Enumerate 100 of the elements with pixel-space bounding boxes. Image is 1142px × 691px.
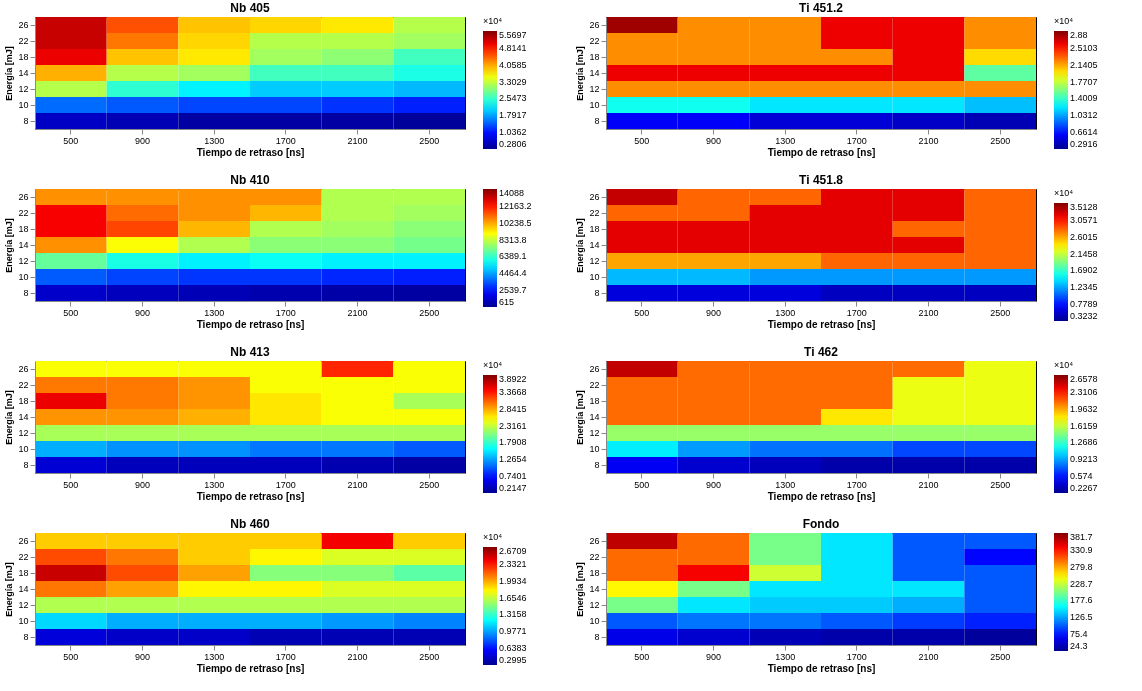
y-tick-label: 18 <box>18 568 29 578</box>
y-axis-title: Energía [mJ] <box>575 390 586 445</box>
x-tick-label: 900 <box>134 479 151 490</box>
x-tick-label: 2100 <box>347 135 368 146</box>
x-tick-label: 1300 <box>775 307 796 318</box>
x-tick-label: 900 <box>705 135 722 146</box>
y-tick-label: 12 <box>589 428 600 438</box>
y-tick-label: 10 <box>589 272 600 282</box>
y-tick-label: 26 <box>589 192 600 202</box>
color-bar-label: 1.0312 <box>1070 110 1098 121</box>
x-tick-label: 1300 <box>775 135 796 146</box>
color-bar-label: 24.3 <box>1070 641 1088 651</box>
y-tick-label: 10 <box>589 444 600 454</box>
y-axis-title: Energía [mJ] <box>4 218 15 273</box>
x-tick-label: 500 <box>634 135 650 146</box>
color-bar-title: ×10⁴ <box>483 16 503 26</box>
y-tick-label: 14 <box>18 412 29 422</box>
y-tick-label: 8 <box>594 288 600 298</box>
y-tick-label: 14 <box>18 240 29 250</box>
y-tick-label: 26 <box>589 364 600 374</box>
x-tick-label: 900 <box>705 651 722 662</box>
x-tick-label: 2500 <box>419 479 440 490</box>
x-tick-label: 2100 <box>347 651 368 662</box>
y-tick-label: 18 <box>589 224 600 234</box>
y-tick-label: 10 <box>589 100 600 110</box>
color-bar-label: 2.88 <box>1070 30 1088 40</box>
color-bar-label: 2.3161 <box>499 420 527 431</box>
color-bar-label: 126.5 <box>1070 612 1093 623</box>
y-tick-label: 22 <box>589 208 600 218</box>
x-tick-label: 2500 <box>419 651 440 662</box>
y-tick-label: 26 <box>18 20 29 30</box>
y-tick-label: 12 <box>18 428 29 438</box>
x-tick-label: 1300 <box>204 651 225 662</box>
x-tick-label: 500 <box>63 651 79 662</box>
x-tick-label: 900 <box>705 307 722 318</box>
x-tick-label: 1700 <box>275 479 296 490</box>
color-bar-label: 1.9934 <box>499 575 527 586</box>
y-tick-label: 8 <box>23 460 29 470</box>
x-tick-label: 1300 <box>204 479 225 490</box>
color-bar-label: 14088 <box>499 188 525 198</box>
y-axis-title: Energía [mJ] <box>4 390 15 445</box>
y-tick-label: 26 <box>589 20 600 30</box>
color-bar-title: ×10⁴ <box>1054 188 1074 198</box>
color-bar-title: ×10⁴ <box>1054 16 1074 26</box>
color-bar-label: 0.9771 <box>499 626 527 637</box>
x-axis-title: Tiempo de retraso [ns] <box>767 146 876 158</box>
color-bar-label: 0.2147 <box>499 483 527 493</box>
color-bar-label: 1.2686 <box>1070 437 1098 448</box>
color-bar-label: 1.6902 <box>1070 265 1098 276</box>
y-tick-label: 22 <box>589 36 600 46</box>
x-axis-title: Tiempo de retraso [ns] <box>196 662 305 674</box>
chart-title: Nb 405 <box>230 1 270 15</box>
color-bar-label: 1.3158 <box>499 609 527 620</box>
y-tick-label: 22 <box>18 208 29 218</box>
color-bar-label: 0.2916 <box>1070 139 1098 149</box>
y-tick-label: 22 <box>18 36 29 46</box>
color-bar-label: 0.2995 <box>499 655 527 665</box>
x-tick-label: 900 <box>134 307 151 318</box>
color-bar-label: 1.6159 <box>1070 420 1098 431</box>
x-tick-label: 1700 <box>846 651 867 662</box>
color-bar-label: 2.3321 <box>499 558 527 569</box>
x-tick-label: 2500 <box>419 307 440 318</box>
x-tick-label: 500 <box>634 651 650 662</box>
y-tick-label: 26 <box>589 536 600 546</box>
color-bar-label: 1.4009 <box>1070 93 1098 104</box>
color-bar-label: 0.9213 <box>1070 454 1098 465</box>
color-bar-label: 10238.5 <box>499 217 532 228</box>
color-bar-label: 2.3106 <box>1070 386 1098 397</box>
y-tick-label: 12 <box>18 600 29 610</box>
color-bar-label: 3.3029 <box>499 76 527 87</box>
color-bar-label: 3.5128 <box>1070 202 1098 212</box>
y-tick-label: 8 <box>594 460 600 470</box>
y-tick-label: 10 <box>18 100 29 110</box>
x-tick-label: 1300 <box>204 135 225 146</box>
color-bar-label: 2.8415 <box>499 403 527 414</box>
x-tick-label: 500 <box>634 479 650 490</box>
y-tick-label: 18 <box>589 568 600 578</box>
color-bar-label: 1.7917 <box>499 110 527 121</box>
y-tick-label: 14 <box>18 68 29 78</box>
chart-title: Fondo <box>802 517 840 531</box>
color-bar-label: 0.6383 <box>499 643 527 654</box>
color-bar-label: 4.0585 <box>499 59 527 70</box>
x-tick-label: 500 <box>63 307 79 318</box>
y-tick-label: 10 <box>18 444 29 454</box>
x-tick-label: 1300 <box>775 651 796 662</box>
y-tick-label: 12 <box>18 256 29 266</box>
x-tick-label: 900 <box>134 651 151 662</box>
y-tick-label: 26 <box>18 536 29 546</box>
x-tick-label: 1300 <box>775 479 796 490</box>
y-tick-label: 10 <box>589 616 600 626</box>
y-tick-label: 12 <box>589 256 600 266</box>
y-axis-title: Energía [mJ] <box>575 562 586 617</box>
x-tick-label: 2500 <box>990 135 1011 146</box>
y-tick-label: 14 <box>18 584 29 594</box>
color-bar-label: 279.8 <box>1070 561 1093 572</box>
color-bar-label: 2.5103 <box>1070 42 1098 53</box>
y-tick-label: 8 <box>594 632 600 642</box>
color-bar-label: 0.7789 <box>1070 299 1098 310</box>
y-tick-label: 18 <box>589 396 600 406</box>
x-axis-title: Tiempo de retraso [ns] <box>196 146 305 158</box>
